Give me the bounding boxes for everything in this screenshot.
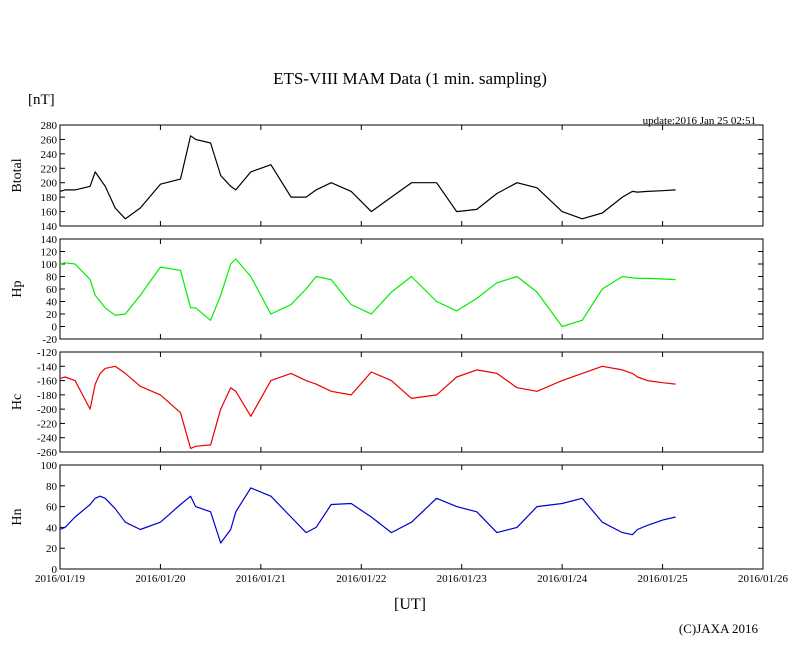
x-tick-label: 2016/01/22 (336, 573, 386, 585)
y-tick-label: 60 (46, 284, 58, 296)
x-tick-label: 2016/01/26 (738, 573, 789, 585)
y-tick-label: 280 (41, 120, 58, 132)
y-tick-label: 220 (41, 163, 58, 175)
y-tick-label: -260 (37, 447, 58, 459)
y-tick-label: 40 (46, 522, 58, 534)
y-tick-label: -180 (37, 390, 58, 402)
panel-frame-hp (59, 238, 764, 340)
series-label-hp: Hp (10, 280, 25, 297)
panel-frame-btotal (59, 124, 764, 227)
y-tick-label: 240 (41, 149, 58, 161)
y-tick-label: -140 (37, 361, 58, 373)
y-tick-label: 260 (41, 134, 58, 146)
series-line-hn (59, 487, 676, 544)
y-tick-label: 20 (46, 543, 58, 555)
y-tick-label: 0 (52, 322, 58, 334)
y-tick-label: 140 (41, 234, 58, 246)
y-tick-label: 180 (41, 192, 58, 204)
y-tick-label: 20 (46, 309, 58, 321)
y-tick-label: 100 (41, 460, 58, 472)
y-tick-label: 0 (52, 564, 58, 576)
copyright: (C)JAXA 2016 (679, 621, 759, 636)
series-line-hc (59, 365, 676, 449)
x-axis-label: [UT] (394, 596, 426, 613)
series-label-hc: Hc (10, 394, 25, 410)
plot-panels: 140160180200220240260280Btotal-200204060… (10, 120, 789, 585)
unit-label: [nT] (28, 92, 55, 108)
series-line-btotal (59, 135, 676, 220)
panel-frame-hc (59, 351, 764, 453)
y-tick-label: -200 (37, 404, 58, 416)
x-tick-label: 2016/01/20 (135, 573, 186, 585)
y-tick-label: 140 (41, 221, 58, 233)
y-tick-label: 80 (46, 272, 58, 284)
y-tick-label: 120 (41, 247, 58, 259)
y-tick-label: -120 (37, 347, 58, 359)
y-tick-label: 100 (41, 259, 58, 271)
x-tick-label: 2016/01/24 (537, 573, 588, 585)
y-tick-label: 40 (46, 297, 58, 309)
chart-title: ETS-VIII MAM Data (1 min. sampling) (273, 69, 547, 88)
y-tick-label: 80 (46, 481, 58, 493)
series-label-hn: Hn (10, 508, 25, 525)
y-tick-label: -220 (37, 418, 58, 430)
panel-frame-hn (59, 464, 764, 570)
x-tick-label: 2016/01/21 (236, 573, 286, 585)
y-tick-label: -20 (42, 334, 57, 346)
y-tick-label: 160 (41, 207, 58, 219)
x-tick-label: 2016/01/19 (35, 573, 86, 585)
update-timestamp: update:2016 Jan 25 02:51 (643, 115, 756, 127)
y-tick-label: 60 (46, 502, 58, 514)
series-label-btotal: Btotal (10, 158, 25, 192)
y-tick-label: -240 (37, 433, 58, 445)
series-line-hp (59, 258, 676, 328)
y-tick-label: -160 (37, 376, 58, 388)
x-tick-label: 2016/01/25 (638, 573, 689, 585)
y-tick-label: 200 (41, 178, 58, 190)
x-tick-label: 2016/01/23 (437, 573, 488, 585)
